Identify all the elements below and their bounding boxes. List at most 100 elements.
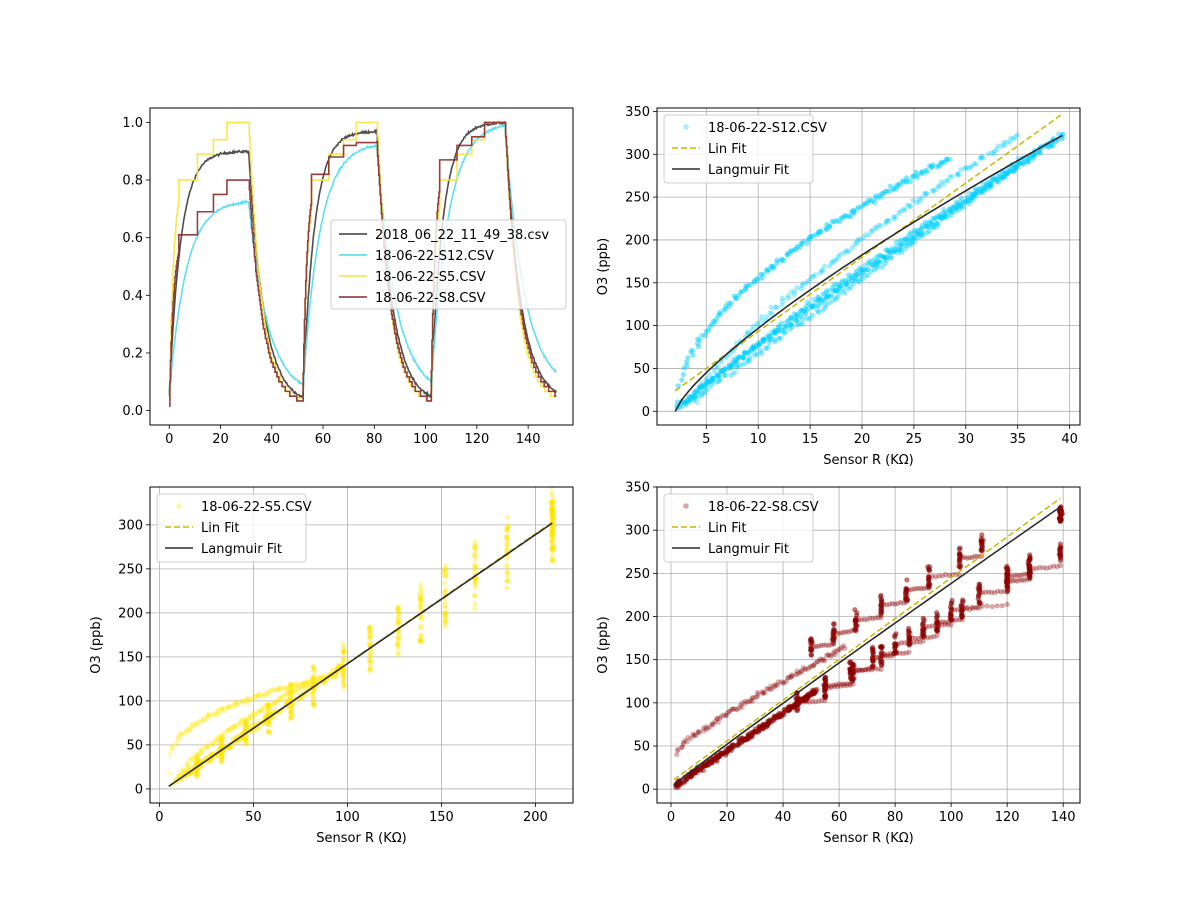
data-point <box>331 673 337 679</box>
data-point <box>895 249 901 255</box>
data-point <box>266 722 272 728</box>
data-point <box>340 670 346 677</box>
data-point <box>761 689 767 696</box>
data-point <box>992 590 998 596</box>
data-point <box>1016 160 1022 166</box>
data-point <box>753 344 759 350</box>
data-point <box>945 214 951 220</box>
data-point <box>239 718 245 724</box>
data-point <box>912 635 918 641</box>
data-point <box>901 206 907 212</box>
x-tick-label: 40 <box>775 810 792 825</box>
data-point <box>341 682 347 688</box>
data-point <box>717 715 723 722</box>
data-point <box>786 318 792 324</box>
data-point <box>244 695 250 702</box>
data-point <box>340 641 347 647</box>
data-point <box>254 726 260 733</box>
data-point <box>849 272 855 278</box>
data-point <box>503 563 509 570</box>
data-point <box>224 727 231 733</box>
x-tick-label: 200 <box>523 810 548 825</box>
data-point <box>1008 135 1014 141</box>
data-point <box>1022 159 1028 165</box>
data-point <box>764 686 770 692</box>
legend-label: 18-06-22-S8.CSV <box>708 500 819 515</box>
data-point <box>167 752 173 758</box>
data-point <box>186 727 192 733</box>
data-point <box>311 673 317 679</box>
data-point <box>941 214 947 220</box>
data-point <box>504 527 510 533</box>
data-point <box>284 691 290 697</box>
data-point <box>840 286 846 293</box>
data-point <box>1010 168 1016 174</box>
data-point <box>979 603 985 609</box>
data-point <box>739 704 745 710</box>
x-axis-label: Sensor R (KΩ) <box>823 453 913 468</box>
data-point <box>189 724 195 730</box>
data-point <box>240 699 247 705</box>
data-point <box>949 617 955 623</box>
data-point <box>335 662 341 668</box>
data-point <box>957 545 963 551</box>
data-point <box>473 549 479 555</box>
data-point <box>946 156 953 162</box>
data-point <box>177 770 183 776</box>
data-point <box>206 759 212 765</box>
legend-label: Lin Fit <box>201 521 239 536</box>
data-point <box>747 347 754 353</box>
data-point <box>218 733 224 740</box>
data-point <box>798 669 804 675</box>
data-point <box>443 563 449 569</box>
data-point <box>1007 579 1013 585</box>
data-point <box>971 553 978 559</box>
data-point <box>1027 566 1033 572</box>
x-tick-label: 0 <box>155 810 163 825</box>
data-point <box>785 293 791 299</box>
data-point <box>722 372 728 378</box>
data-point <box>793 313 799 319</box>
data-point <box>931 634 937 640</box>
data-point <box>1026 557 1032 564</box>
data-point <box>779 295 786 301</box>
data-point <box>1057 515 1063 521</box>
data-point <box>244 735 250 742</box>
data-point <box>218 706 224 712</box>
data-point <box>855 268 861 274</box>
data-point <box>504 578 511 584</box>
data-point <box>879 606 885 612</box>
data-point <box>253 693 259 699</box>
data-point <box>472 539 478 545</box>
data-point <box>749 698 755 704</box>
data-point <box>219 754 225 760</box>
data-point <box>366 629 373 636</box>
data-point <box>367 636 373 642</box>
y-tick-label: 0.6 <box>122 231 143 246</box>
data-point <box>808 638 814 644</box>
data-point <box>472 543 478 549</box>
data-point <box>906 634 913 640</box>
data-point <box>910 197 916 203</box>
data-point <box>865 272 871 278</box>
data-point <box>278 695 284 702</box>
data-point <box>946 572 952 579</box>
data-point <box>745 357 752 363</box>
data-point <box>1057 553 1063 559</box>
data-point <box>318 675 324 681</box>
data-point <box>776 324 782 331</box>
data-point <box>396 611 402 617</box>
data-point <box>288 713 294 719</box>
data-point <box>817 269 824 276</box>
data-point <box>811 303 817 309</box>
data-point <box>915 228 921 234</box>
data-point <box>802 305 808 311</box>
data-point <box>838 683 844 689</box>
data-point <box>964 604 970 611</box>
data-point <box>258 708 264 714</box>
data-point <box>696 388 702 394</box>
data-point <box>1013 163 1019 169</box>
data-point <box>892 601 898 607</box>
y-tick-label: 100 <box>625 696 650 711</box>
y-tick-label: 250 <box>625 567 650 582</box>
